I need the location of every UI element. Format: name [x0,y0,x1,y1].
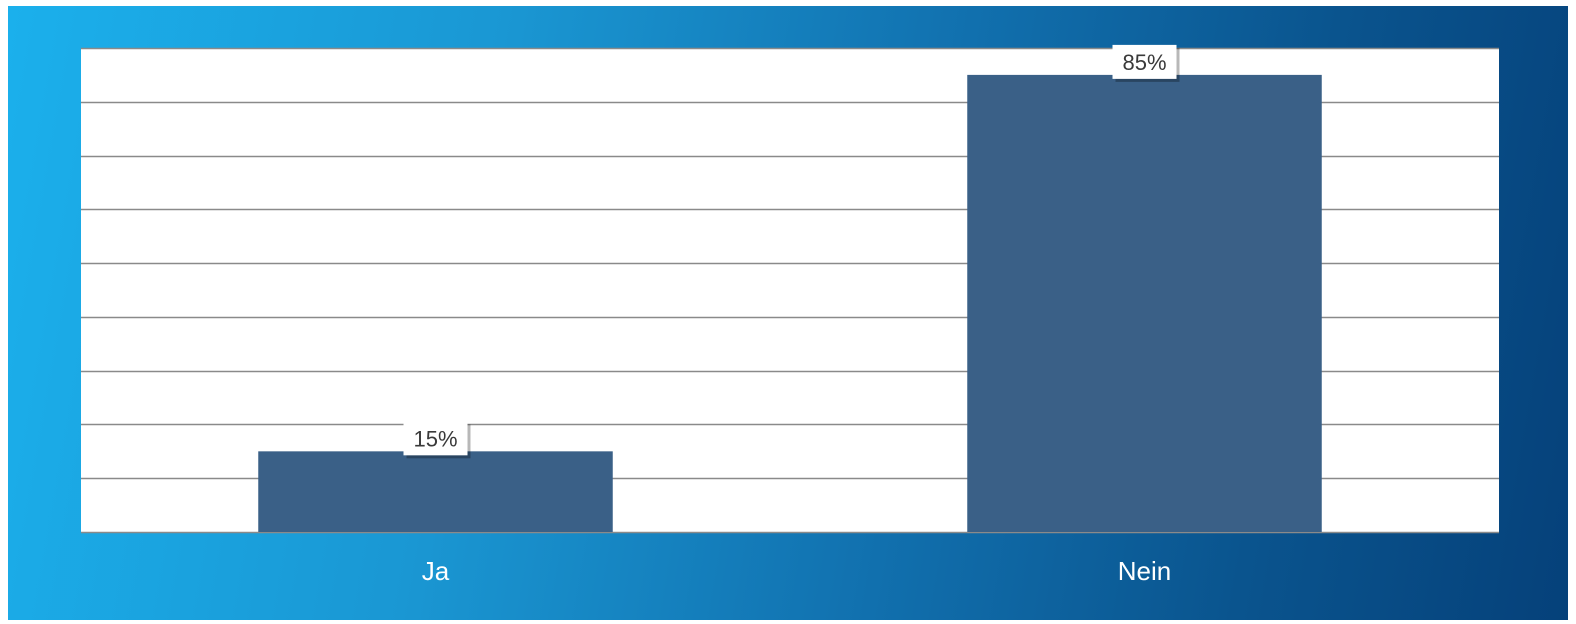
bars [258,74,1322,532]
bar-ja [258,451,613,532]
bar-nein [967,74,1322,532]
data-labels: 15% 85% [403,44,1180,459]
data-label-box [1112,44,1177,79]
slide-background: 15% 85% Ja Nein [8,6,1568,620]
data-label-text: 15% [413,426,457,451]
data-label-box [403,421,468,456]
x-tick-label-nein: Nein [1118,556,1171,586]
data-label-nein: 85% [1112,44,1180,82]
x-tick-label-ja: Ja [422,556,450,586]
data-label-text: 85% [1122,50,1166,75]
bar-chart: 15% 85% Ja Nein [81,44,1499,586]
x-axis-tick-labels: Ja Nein [422,556,1171,586]
data-label-ja: 15% [403,421,471,459]
